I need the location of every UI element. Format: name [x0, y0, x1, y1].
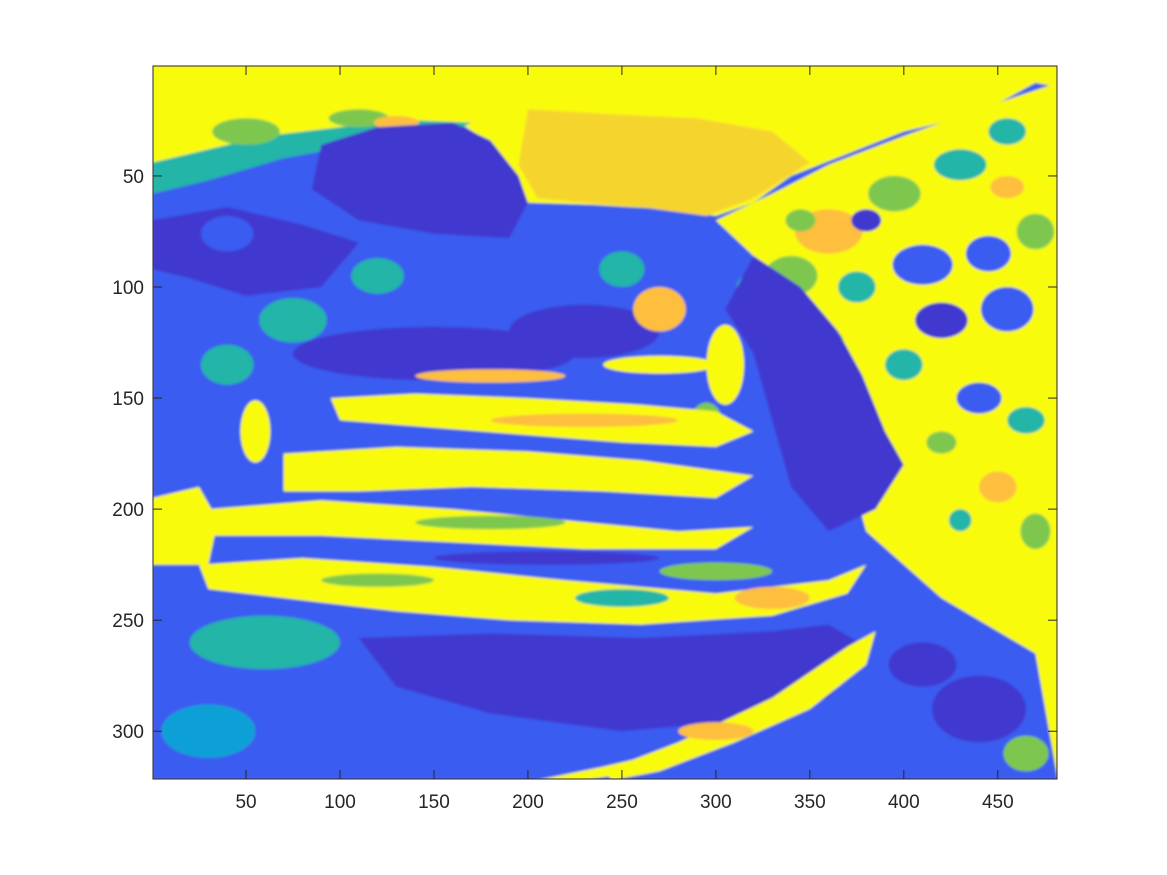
heatmap-region: [415, 369, 566, 383]
heatmap-region: [933, 149, 987, 181]
heatmap-region: [293, 326, 575, 381]
heatmap-region: [915, 302, 968, 339]
heatmap-region: [189, 615, 340, 670]
x-tick-label: 250: [606, 792, 638, 813]
heatmap-region: [351, 258, 404, 294]
heatmap-region: [518, 109, 810, 216]
heatmap-region: [979, 471, 1017, 503]
y-tick-label: 300: [112, 722, 144, 743]
x-tick-label: 200: [512, 792, 544, 813]
heatmap-region: [838, 271, 876, 303]
heatmap-region: [956, 382, 1002, 414]
x-tick-label: 350: [794, 792, 826, 813]
x-tick-label: 150: [418, 792, 450, 813]
heatmap-region: [785, 209, 816, 232]
heatmap-region: [851, 209, 882, 232]
heatmap-region: [888, 642, 957, 687]
heatmap-region: [161, 704, 256, 758]
heatmap-region: [358, 624, 867, 732]
heatmap-region: [948, 509, 972, 532]
heatmap-region: [200, 344, 254, 385]
heatmap-region: [1007, 407, 1045, 434]
heatmap-region: [599, 251, 645, 287]
y-axis: 50 100 150 200 250 300: [112, 167, 1057, 743]
x-tick-label: 50: [235, 792, 256, 813]
heatmap-region: [259, 298, 327, 343]
heatmap-region: [1016, 213, 1055, 250]
heatmap-image: [153, 66, 1057, 779]
heatmap-region: [490, 413, 679, 427]
heatmap-region: [725, 255, 904, 532]
heatmap-region: [706, 324, 745, 405]
axes-box: [152, 65, 1058, 780]
x-axis: 50 100 150 200 250 300 350 400 450: [235, 66, 1014, 813]
heatmap-region: [212, 118, 280, 145]
heatmap-region: [1020, 513, 1051, 550]
heatmap-region: [542, 753, 660, 779]
heatmap-region: [433, 551, 660, 565]
heatmap-region: [311, 122, 528, 239]
y-tick-label: 250: [112, 611, 144, 632]
x-tick-label: 450: [982, 792, 1014, 813]
heatmap-region: [574, 589, 669, 607]
heatmap-region: [283, 446, 754, 498]
heatmap-region: [965, 235, 1012, 272]
heatmap-region: [734, 586, 810, 610]
heatmap-region: [678, 722, 754, 741]
heatmap-region: [415, 515, 566, 530]
x-tick-label: 400: [888, 792, 920, 813]
heatmap-region: [932, 675, 1026, 743]
heatmap-region: [988, 118, 1026, 145]
heatmap-region: [885, 349, 923, 381]
heatmap-region: [990, 176, 1025, 199]
heatmap-region: [153, 486, 218, 565]
x-tick-label: 300: [700, 792, 732, 813]
heatmap-region: [980, 287, 1034, 332]
heatmap-region: [633, 287, 686, 332]
heatmap-region: [892, 244, 953, 285]
x-tick-label: 100: [324, 792, 356, 813]
heatmap-region: [926, 431, 957, 454]
heatmap-region: [868, 175, 921, 212]
y-tick-label: 50: [123, 167, 144, 188]
heatmap-region: [321, 573, 434, 587]
heatmap-region: [1003, 735, 1049, 772]
heatmap-region: [240, 400, 271, 463]
y-tick-label: 150: [112, 389, 144, 410]
y-tick-label: 200: [112, 500, 144, 521]
y-tick-label: 100: [112, 278, 144, 299]
heatmap-region: [603, 355, 716, 374]
heatmap-region: [509, 304, 660, 359]
heatmap-region: [659, 562, 773, 581]
heatmap-region: [200, 215, 254, 252]
